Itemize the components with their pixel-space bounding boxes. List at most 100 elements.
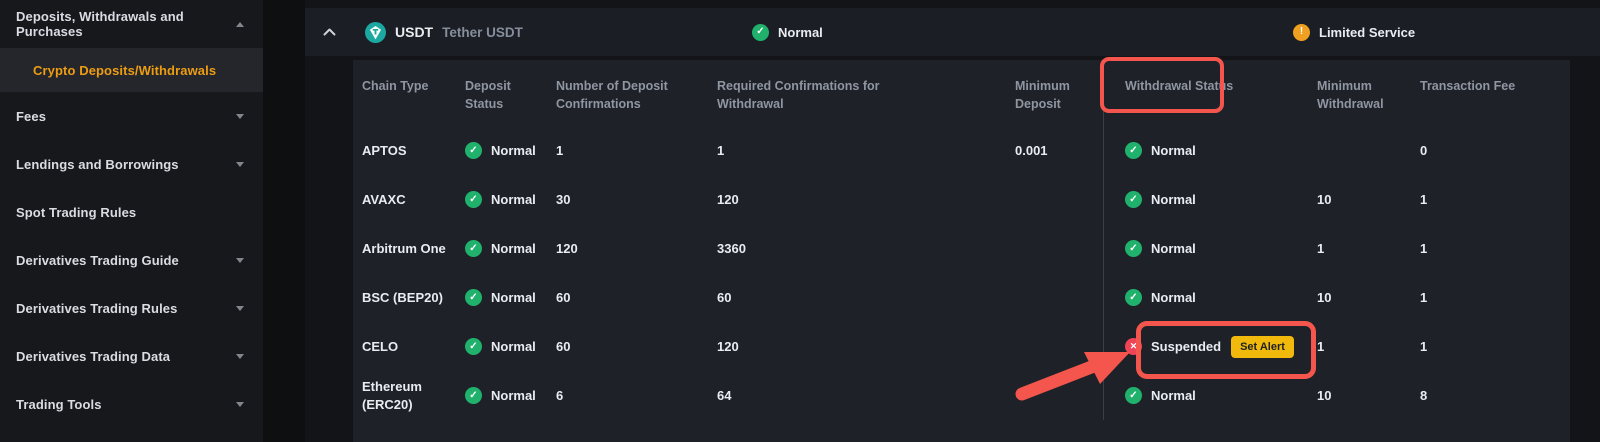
withdrawal-status-label: Normal <box>1151 290 1196 305</box>
deposit-confirmations-value: 6 <box>556 388 564 403</box>
deposit-confirmations-value: 1 <box>556 143 564 158</box>
deposit-status-badge: ✓ Normal <box>752 8 823 56</box>
x-circle-icon: ✕ <box>1125 338 1142 355</box>
chevron-down-icon <box>235 159 245 169</box>
deposit-status-label: Normal <box>491 290 536 305</box>
withdrawal-confirmations-value: 3360 <box>717 241 746 256</box>
check-circle-icon: ✓ <box>465 191 482 208</box>
withdrawal-status-label: Normal <box>1151 192 1196 207</box>
check-circle-icon: ✓ <box>752 23 769 41</box>
deposit-status-cell: ✓ Normal <box>465 175 556 224</box>
sidebar-item-derivatives-trading-data[interactable]: Derivatives Trading Data <box>0 332 263 380</box>
deposit-status-label: Normal <box>491 192 536 207</box>
chain-name: Arbitrum One <box>362 240 446 256</box>
chain-name: Ethereum (ERC20) <box>362 378 422 412</box>
transaction-fee-value: 0 <box>1420 143 1428 158</box>
exclamation-circle-icon: ! <box>1293 23 1310 41</box>
minimum-deposit-value <box>1015 273 1103 322</box>
minimum-deposit-value <box>1015 224 1103 273</box>
minimum-withdrawal-value: 1 <box>1317 241 1325 256</box>
col-header-withdrawal-status: Withdrawal Status <box>1103 60 1317 126</box>
transaction-fee-value: 1 <box>1420 241 1428 256</box>
check-circle-icon: ✓ <box>465 142 482 159</box>
withdrawal-status-label: Normal <box>1151 241 1196 256</box>
set-alert-button[interactable]: Set Alert <box>1231 335 1294 358</box>
limited-service-badge-label: Limited Service <box>1319 24 1416 40</box>
sidebar-item-label: Fees <box>16 108 47 124</box>
chevron-up-icon <box>235 19 245 29</box>
sidebar-item-fees[interactable]: Fees <box>0 92 263 140</box>
chevron-down-icon <box>235 303 245 313</box>
deposit-confirmations-value: 60 <box>556 339 571 354</box>
table-row: Arbitrum One ✓ Normal 120 3360 ✓ Normal 1 … <box>362 224 1570 273</box>
chain-name: APTOS <box>362 142 407 158</box>
check-circle-icon: ✓ <box>465 240 482 257</box>
sidebar-item-crypto-deposits-withdrawals[interactable]: Crypto Deposits/Withdrawals <box>0 48 263 92</box>
sidebar-item-derivatives-trading-guide[interactable]: Derivatives Trading Guide <box>0 236 263 284</box>
sidebar-item-label: Deposits, Withdrawals and Purchases <box>16 9 184 39</box>
withdrawal-confirmations-value: 60 <box>717 290 732 305</box>
sidebar-item-label: Derivatives Trading Data <box>16 348 171 364</box>
coin-header-row: USDT Tether USDT ✓ Normal ! Limited Serv… <box>305 8 1600 56</box>
chevron-down-icon <box>235 255 245 265</box>
withdrawal-confirmations-value: 64 <box>717 388 732 403</box>
table-row: AVAXC ✓ Normal 30 120 ✓ Normal 10 1 <box>362 175 1570 224</box>
withdrawal-confirmations-value: 120 <box>717 192 739 207</box>
sidebar-item-lendings-and-borrowings[interactable]: Lendings and Borrowings <box>0 140 263 188</box>
col-header-transaction-fee: Transaction Fee <box>1420 79 1516 93</box>
chain-name: CELO <box>362 338 399 354</box>
minimum-withdrawal-value: 1 <box>1317 339 1325 354</box>
table-row: Ethereum (ERC20) ✓ Normal 6 64 ✓ Normal 10… <box>362 371 1570 420</box>
minimum-withdrawal-value: 10 <box>1317 388 1332 403</box>
table-row: CELO ✓ Normal 60 120 ✕ Suspended Set Alert… <box>362 322 1570 371</box>
minimum-withdrawal-value: 10 <box>1317 192 1332 207</box>
tether-usdt-icon <box>365 21 386 43</box>
deposit-status-badge-label: Normal <box>778 24 823 40</box>
withdrawal-status-label: Normal <box>1151 143 1196 158</box>
sidebar-item-label: Lendings and Borrowings <box>16 156 179 172</box>
minimum-withdrawal-value <box>1317 126 1420 175</box>
sidebar-item-trading-tools[interactable]: Trading Tools <box>0 380 263 428</box>
deposit-confirmations-value: 60 <box>556 290 571 305</box>
minimum-deposit-value <box>1015 371 1103 420</box>
deposit-status-cell: ✓ Normal <box>465 224 556 273</box>
withdrawal-status-cell: ✓ Normal <box>1103 224 1317 273</box>
withdrawal-status-cell: ✓ Normal <box>1103 126 1317 175</box>
sidebar-item-deposits-withdrawals-and-purchases[interactable]: Deposits, Withdrawals and Purchases <box>0 0 263 48</box>
chain-name: AVAXC <box>362 191 406 207</box>
check-circle-icon: ✓ <box>465 387 482 404</box>
table-body: APTOS ✓ Normal 1 1 0.001 ✓ Normal 0 AVAXC … <box>362 126 1570 420</box>
minimum-deposit-value <box>1015 175 1103 224</box>
col-header-minimum-deposit: Minimum Deposit <box>1015 79 1070 112</box>
check-circle-icon: ✓ <box>465 338 482 355</box>
sidebar-item-spot-trading-rules[interactable]: Spot Trading Rules <box>0 188 263 236</box>
withdrawal-status-cell: ✓ Normal <box>1103 273 1317 322</box>
deposit-status-cell: ✓ Normal <box>465 273 556 322</box>
coin-symbol: USDT <box>395 24 434 40</box>
deposit-status-cell: ✓ Normal <box>465 371 556 420</box>
chevron-down-icon <box>235 111 245 121</box>
minimum-withdrawal-value: 10 <box>1317 290 1332 305</box>
transaction-fee-value: 1 <box>1420 192 1428 207</box>
check-circle-icon: ✓ <box>1125 387 1142 404</box>
check-circle-icon: ✓ <box>1125 142 1142 159</box>
deposit-status-cell: ✓ Normal <box>465 126 556 175</box>
col-header-chain-type: Chain Type <box>362 79 429 93</box>
col-header-withdrawal-confirmations: Required Confirmations for Withdrawal <box>717 79 880 112</box>
minimum-deposit-value <box>1015 322 1103 371</box>
minimum-deposit-value: 0.001 <box>1015 143 1048 158</box>
check-circle-icon: ✓ <box>1125 191 1142 208</box>
transaction-fee-value: 1 <box>1420 339 1428 354</box>
transaction-fee-value: 8 <box>1420 388 1428 403</box>
withdrawal-confirmations-value: 120 <box>717 339 739 354</box>
sidebar-item-derivatives-trading-rules[interactable]: Derivatives Trading Rules <box>0 284 263 332</box>
check-circle-icon: ✓ <box>1125 240 1142 257</box>
withdrawal-status-label: Suspended <box>1151 339 1222 354</box>
chevron-down-icon <box>235 351 245 361</box>
sidebar-item-label: Trading Tools <box>16 396 102 412</box>
deposit-status-label: Normal <box>491 339 536 354</box>
collapse-chevron-up-icon[interactable] <box>319 22 339 42</box>
sidebar-item-label: Spot Trading Rules <box>16 204 137 220</box>
col-header-deposit-status: Deposit Status <box>465 79 511 112</box>
deposit-status-label: Normal <box>491 241 536 256</box>
